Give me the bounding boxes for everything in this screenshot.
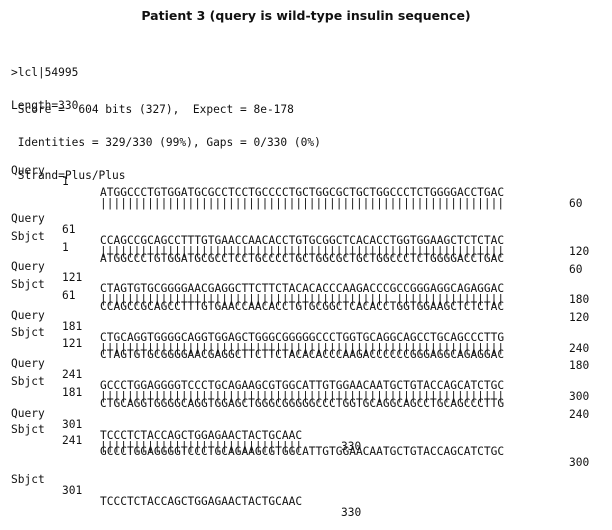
match-row: ||||||||||||||||||||||||||||||||||||||||… <box>11 332 504 354</box>
score-line: Score = 604 bits (327), Expect = 8e-178 <box>11 103 294 116</box>
match-row: ||||||||||||||||||||||||||||||||||||||||… <box>11 235 504 257</box>
match-line: ||||||||||||||||||||||||||||||||||||||||… <box>100 245 505 258</box>
sbjct-sequence: ATGGCCCTGTGGATGCGCCTCCTGCCCCTGCTGGCGCTGC… <box>100 252 505 265</box>
query-end: 120 <box>569 245 590 258</box>
sbjct-row: Sbjct 181 CTGCAGGTGGGGCAGGTGGAGCTGGGCGGG… <box>11 365 589 420</box>
sequence-length: Length=330 <box>11 99 79 112</box>
sbjct-start: 301 <box>62 484 83 497</box>
match-line: ||||||||||||||||||||||||||||||||||||||||… <box>100 293 505 306</box>
sbjct-sequence: CCAGCCGCAGCCTTTGTGAACCAACACCTGTGCGGCTCAC… <box>100 300 505 313</box>
query-sequence: ATGGCCCTGTGGATGCGCCTCCTGCCCCTGCTGGCGCTGC… <box>100 186 505 199</box>
sbjct-start: 1 <box>62 241 69 254</box>
page-title: Patient 3 (query is wild-type insulin se… <box>141 8 471 23</box>
alignment-stats: Score = 604 bits (327), Expect = 8e-178 … <box>11 82 321 192</box>
query-start: 1 <box>62 175 69 188</box>
query-row: Query 181 CTGCAGGTGGGGCAGGTGGAGCTGGGCGGG… <box>11 299 589 354</box>
sbjct-row: Sbjct 121 CTAGTGTGCGGGGAACGAGGCTTCTTCTAC… <box>11 316 589 371</box>
sbjct-sequence: CTAGTGTGCGGGGAACGAGGCTTCTTCTACACACCCAAGA… <box>100 348 505 361</box>
query-end: 330 <box>341 440 362 453</box>
query-sequence: CTGCAGGTGGGGCAGGTGGAGCTGGGCGGGGGCCCTGGTG… <box>100 331 505 344</box>
match-line: ||||||||||||||||||||||||||||||||||||||||… <box>100 390 505 403</box>
sbjct-end: 300 <box>569 456 590 469</box>
sbjct-label: Sbjct <box>11 326 45 339</box>
match-row: ||||||||||||||||||||||||||||||||||||||||… <box>11 380 504 402</box>
sbjct-end: 240 <box>569 408 590 421</box>
alignment-block: Query 301 TCCCTCTACCAGCTGGAGAACTACTGCAAC… <box>11 375 361 518</box>
query-end: 300 <box>569 390 590 403</box>
query-label: Query <box>11 164 45 177</box>
sbjct-start: 121 <box>62 337 83 350</box>
sbjct-label: Sbjct <box>11 423 45 436</box>
query-end: 60 <box>569 197 583 210</box>
alignment-block: Query 181 CTGCAGGTGGGGCAGGTGGAGCTGGGCGGG… <box>11 277 589 420</box>
alignment-block: Query 121 CTAGTGTGCGGGGAACGAGGCTTCTTCTAC… <box>11 228 589 371</box>
match-line: |||||||||||||||||||||||||||||| <box>100 440 303 453</box>
query-label: Query <box>11 407 45 420</box>
query-label: Query <box>11 309 45 322</box>
sbjct-row: Sbjct 1 ATGGCCCTGTGGATGCGCCTCCTGCCCCTGCT… <box>11 220 582 275</box>
sbjct-label: Sbjct <box>11 230 45 243</box>
alignment-header: >lcl|54995 Length=330 <box>11 45 78 122</box>
query-start: 61 <box>62 223 76 236</box>
query-start: 121 <box>62 271 83 284</box>
match-line: ||||||||||||||||||||||||||||||||||||||||… <box>100 197 505 210</box>
query-sequence: CCAGCCGCAGCCTTTGTGAACCAACACCTGTGCGGCTCAC… <box>100 234 505 247</box>
sbjct-row: Sbjct 61 CCAGCCGCAGCCTTTGTGAACCAACACCTGT… <box>11 268 589 323</box>
query-label: Query <box>11 212 45 225</box>
match-row: ||||||||||||||||||||||||||||||||||||||||… <box>11 187 504 209</box>
query-end: 240 <box>569 342 590 355</box>
query-start: 241 <box>62 368 83 381</box>
sbjct-sequence: CTGCAGGTGGGGCAGGTGGAGCTGGGCGGGGGCCCTGGTG… <box>100 397 505 410</box>
query-row: Query 1 ATGGCCCTGTGGATGCGCCTCCTGCCCCTGCT… <box>11 154 582 209</box>
alignment-block: Query 61 CCAGCCGCAGCCTTTGTGAACCAACACCTGT… <box>11 180 589 323</box>
sbjct-end: 60 <box>569 263 583 276</box>
sbjct-start: 181 <box>62 386 83 399</box>
query-sequence: TCCCTCTACCAGCTGGAGAACTACTGCAAC <box>100 429 303 442</box>
strand-line: Strand=Plus/Plus <box>11 169 126 182</box>
query-row: Query 241 GCCCTGGAGGGGTCCCTGCAGAAGCGTGGC… <box>11 347 589 402</box>
query-label: Query <box>11 357 45 370</box>
sbjct-end: 180 <box>569 359 590 372</box>
sbjct-sequence: TCCCTCTACCAGCTGGAGAACTACTGCAAC <box>100 495 303 508</box>
sbjct-label: Sbjct <box>11 375 45 388</box>
query-row: Query 61 CCAGCCGCAGCCTTTGTGAACCAACACCTGT… <box>11 202 589 257</box>
query-row: Query 121 CTAGTGTGCGGGGAACGAGGCTTCTTCTAC… <box>11 250 589 305</box>
query-sequence: CTAGTGTGCGGGGAACGAGGCTTCTTCTACACACCCAAGA… <box>100 282 505 295</box>
match-line: ||||||||||||||||||||||||||||||||||||||||… <box>100 342 505 355</box>
sbjct-label: Sbjct <box>11 473 45 486</box>
query-start: 301 <box>62 418 83 431</box>
sbjct-label: Sbjct <box>11 278 45 291</box>
sbjct-end: 120 <box>569 311 590 324</box>
alignment-block: Query 1 ATGGCCCTGTGGATGCGCCTCCTGCCCCTGCT… <box>11 132 582 275</box>
query-row: Query 301 TCCCTCTACCAGCTGGAGAACTACTGCAAC… <box>11 397 361 452</box>
sbjct-row: Sbjct 301 TCCCTCTACCAGCTGGAGAACTACTGCAAC… <box>11 463 361 518</box>
query-sequence: GCCCTGGAGGGGTCCCTGCAGAAGCGTGGCATTGTGGAAC… <box>100 379 505 392</box>
query-label: Query <box>11 260 45 273</box>
match-row: |||||||||||||||||||||||||||||| <box>11 430 302 452</box>
sbjct-end: 330 <box>341 506 362 519</box>
query-end: 180 <box>569 293 590 306</box>
query-start: 181 <box>62 320 83 333</box>
match-row: ||||||||||||||||||||||||||||||||||||||||… <box>11 283 504 305</box>
identities-line: Identities = 329/330 (99%), Gaps = 0/330… <box>11 136 321 149</box>
sequence-id: >lcl|54995 <box>11 66 79 79</box>
sbjct-start: 61 <box>62 289 76 302</box>
